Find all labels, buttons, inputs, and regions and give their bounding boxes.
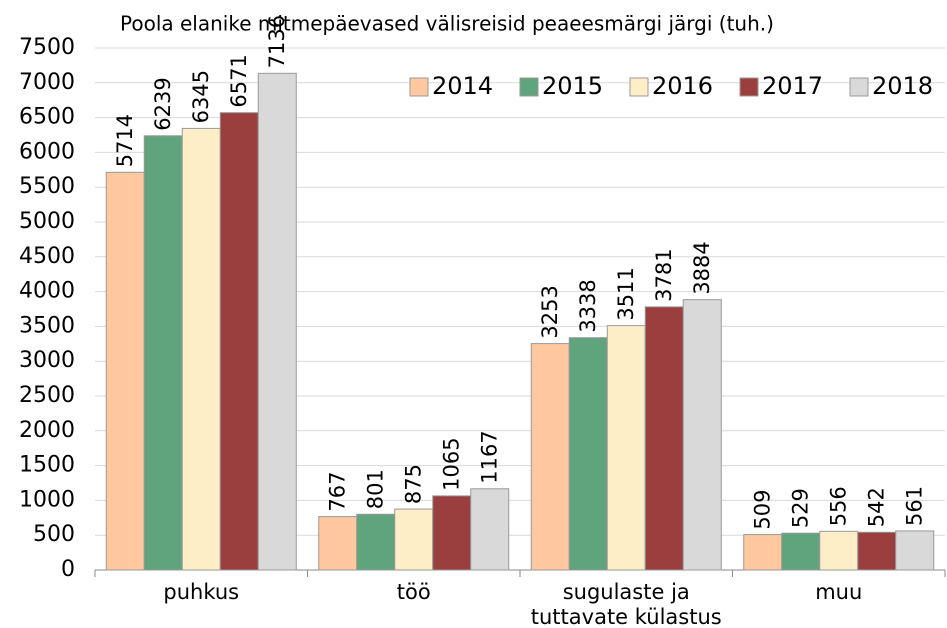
bar: [470, 488, 510, 571]
legend-swatch: [409, 77, 429, 97]
bar: [857, 531, 897, 571]
data-label: 1065: [440, 437, 464, 490]
legend-label: 2017: [762, 72, 823, 100]
bar: [105, 171, 145, 571]
bar: [257, 72, 297, 571]
data-label: 7136: [265, 15, 289, 68]
chart-title: Poola elanike mitmepäevased välisreisid …: [120, 12, 774, 36]
y-tick-label: 2000: [19, 418, 75, 443]
bar: [143, 135, 183, 571]
data-label: 1167: [478, 430, 502, 483]
x-tick-label: puhkus: [163, 580, 240, 604]
data-label: 3511: [614, 267, 638, 320]
data-label: 5714: [113, 114, 137, 167]
bar: [181, 127, 221, 571]
y-tick-label: 1000: [19, 487, 75, 512]
legend-label: 2014: [432, 72, 493, 100]
data-label: 6571: [227, 54, 251, 107]
data-label: 3253: [538, 285, 562, 338]
bar: [895, 530, 935, 571]
data-label: 875: [402, 464, 426, 504]
x-tick-label: sugulaste ja tuttavate külastus: [530, 580, 722, 628]
legend-swatch: [519, 77, 539, 97]
legend-label: 2016: [652, 72, 713, 100]
y-tick-label: 5500: [19, 174, 75, 199]
legend-swatch: [739, 77, 759, 97]
data-label: 6345: [189, 70, 213, 123]
data-label: 542: [865, 487, 889, 527]
data-label: 767: [326, 472, 350, 512]
y-tick-label: 6000: [19, 139, 75, 164]
data-label: 509: [751, 489, 775, 529]
data-label: 6239: [151, 77, 175, 130]
y-tick-label: 3500: [19, 313, 75, 338]
legend-swatch: [629, 77, 649, 97]
y-tick-label: 0: [61, 557, 75, 582]
bar: [781, 532, 821, 571]
data-label: 3338: [576, 279, 600, 332]
data-label: 561: [903, 486, 927, 526]
y-tick-label: 3000: [19, 348, 75, 373]
bar: [682, 299, 722, 571]
x-tick-label: töö: [396, 580, 431, 604]
bar: [356, 513, 396, 571]
x-tick-label: muu: [815, 580, 863, 604]
bar: [644, 306, 684, 571]
y-tick-label: 4000: [19, 279, 75, 304]
bar: [606, 325, 646, 571]
y-tick-label: 2500: [19, 383, 75, 408]
legend-swatch: [849, 77, 869, 97]
y-tick-label: 6500: [19, 105, 75, 130]
data-label: 3781: [652, 248, 676, 301]
bar: [743, 534, 783, 571]
data-label: 529: [789, 488, 813, 528]
bar: [432, 495, 472, 571]
bar: [219, 112, 259, 571]
bar: [318, 516, 358, 571]
legend-label: 2018: [872, 72, 933, 100]
y-tick-label: 4500: [19, 244, 75, 269]
y-tick-label: 1500: [19, 453, 75, 478]
bar: [568, 337, 608, 571]
bar: [530, 343, 570, 571]
legend-label: 2015: [542, 72, 603, 100]
y-tick-label: 5000: [19, 209, 75, 234]
bar: [394, 508, 434, 571]
data-label: 801: [364, 469, 388, 509]
data-label: 3884: [690, 241, 714, 294]
bar: [819, 530, 859, 571]
y-tick-label: 500: [33, 522, 75, 547]
data-label: 556: [827, 486, 851, 526]
y-tick-label: 7000: [19, 70, 75, 95]
y-tick-label: 7500: [19, 35, 75, 60]
